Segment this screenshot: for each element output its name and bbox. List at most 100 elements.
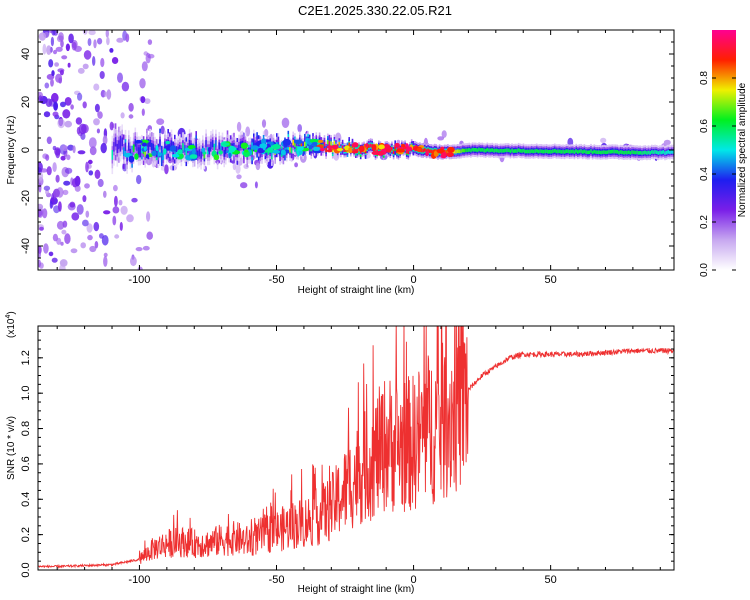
spectrogram-peak-blob: [351, 150, 359, 154]
spectrogram-band-cell: [132, 144, 135, 153]
spectrogram-band-cell: [623, 151, 625, 155]
spectrogram-noise-blob: [59, 264, 66, 270]
spectrogram-noise-blob: [67, 144, 75, 151]
spectrogram-band-cell: [473, 148, 475, 152]
spectrogram-noise-blob: [60, 241, 64, 246]
spectrogram-noise-blob: [38, 172, 44, 181]
spectrogram-band-cell: [445, 150, 447, 154]
spectrogram-y-tick-label: -20: [20, 190, 32, 206]
snr-x-tick-label: 50: [545, 574, 557, 586]
spectrogram-band-cell: [654, 150, 656, 154]
spectrogram-noise-blob: [61, 55, 68, 60]
spectrogram-band-cell: [603, 150, 605, 154]
spectrogram-peak-blob: [207, 147, 212, 152]
spectrogram-noise-blob: [103, 190, 107, 198]
spectrogram-peak-blob: [406, 146, 413, 152]
spectrogram-noise-blob: [38, 203, 44, 211]
spectrogram-noise-blob: [82, 63, 89, 70]
spectrogram-noise-blob: [77, 92, 83, 101]
spectrogram-noise-blob: [235, 164, 241, 174]
spectrogram-noise-blob: [52, 233, 59, 242]
spectrogram-band-cell: [289, 146, 291, 153]
spectrogram-band-cell: [376, 149, 378, 153]
spectrogram-band-cell: [343, 148, 345, 152]
spectrogram-band-cell: [304, 141, 306, 147]
spectrogram-band-cell: [483, 148, 485, 153]
spectrogram-band-cell: [498, 149, 500, 153]
spectrogram-band-cell: [624, 150, 627, 155]
spectrogram-noise-blob: [70, 248, 78, 254]
spectrogram-band-cell: [647, 150, 650, 155]
spectrogram-noise-blob: [111, 57, 119, 64]
spectrogram-peak-blob: [317, 139, 324, 143]
spectrogram-noise-blob: [100, 57, 105, 68]
spectrogram-peak-blob: [157, 152, 162, 157]
spectrogram-noise-blob: [71, 212, 80, 221]
spectrogram-band-cell: [136, 143, 138, 151]
spectrogram-band-cell: [608, 149, 610, 154]
snr-x-axis-label: Height of straight line (km): [298, 584, 415, 595]
spectrogram-band-cell: [392, 150, 395, 154]
spectrogram-noise-blob: [261, 119, 267, 128]
spectrogram-band-cell: [639, 150, 642, 155]
spectrogram-band-cell: [327, 140, 329, 145]
spectrogram-band-cell: [295, 145, 298, 152]
spectrogram-noise-blob: [68, 33, 74, 44]
spectrogram-band-cell: [456, 149, 459, 153]
spectrogram-band-cell: [544, 149, 546, 154]
spectrogram-noise-blob: [74, 175, 81, 187]
spectrogram-noise-blob: [43, 31, 50, 38]
spectrogram-band-cell: [215, 140, 217, 148]
spectrogram-band-cell: [613, 149, 615, 154]
spectrogram-band-cell: [526, 149, 528, 154]
spectrogram-noise-blob: [87, 38, 92, 47]
spectrogram-noise-blob: [50, 78, 54, 87]
spectrogram-band-cell: [118, 140, 120, 150]
spectrogram-noise-blob: [103, 252, 108, 258]
spectrogram-band-cell: [560, 150, 563, 154]
spectrogram-peak-blob: [336, 148, 343, 152]
spectrogram-band-cell: [632, 150, 635, 155]
spectrogram-peak-blob: [221, 142, 230, 146]
spectrogram-band-cell: [616, 150, 619, 154]
spectrogram-noise-blob: [48, 251, 54, 257]
spectrogram-noise-blob: [75, 117, 83, 125]
spectrogram-band-cell: [356, 148, 359, 153]
spectrogram-peak-blob: [319, 147, 325, 152]
spectrogram-band-cell: [461, 148, 464, 153]
spectrogram-band-cell: [129, 148, 132, 157]
spectrogram-band-cell: [221, 143, 224, 151]
spectrogram-band-cell: [160, 152, 163, 160]
spectrogram-band-cell: [539, 149, 541, 153]
spectrogram-peak-blob: [191, 147, 196, 155]
spectrogram-noise-blob: [97, 37, 103, 45]
spectrogram-band-cell: [205, 140, 207, 148]
spectrogram-band-cell: [642, 150, 645, 155]
spectrogram-peak-blob: [308, 144, 313, 150]
spectrogram-band-cell: [506, 148, 508, 153]
spectrogram-peak-blob: [441, 151, 447, 158]
spectrogram-noise-blob: [45, 154, 50, 161]
spectrogram-band-cell: [598, 150, 600, 154]
spectrogram-y-tick-label: -40: [20, 238, 32, 254]
spectrogram-band-cell: [514, 149, 517, 153]
spectrogram-x-axis-label: Height of straight line (km): [298, 285, 415, 296]
spectrogram-band-cell: [555, 149, 558, 154]
spectrogram-noise-blob: [97, 111, 101, 117]
snr-x-ticks: -100 -50 0 50: [56, 326, 661, 586]
spectrogram-band-cell: [549, 149, 551, 154]
spectrogram-band-cell: [662, 150, 665, 154]
spectrogram-band-cell: [601, 150, 604, 155]
spectrogram-band-cell: [206, 147, 209, 155]
spectrogram-peak-blob: [128, 155, 135, 163]
spectrogram-noise-blob: [80, 242, 86, 249]
spectrogram-band-cell: [114, 137, 117, 147]
spectrogram-noise-blob: [77, 150, 86, 155]
spectrogram-noise-blob: [294, 162, 298, 168]
spectrogram-noise-blob: [46, 166, 52, 176]
spectrogram-peak-blob: [401, 143, 405, 148]
spectrogram-band-cell: [626, 150, 628, 155]
snr-y-tick-label: 0.8: [20, 421, 32, 436]
spectrogram-band-cell: [631, 150, 633, 154]
spectrogram-band-cell: [509, 149, 512, 154]
